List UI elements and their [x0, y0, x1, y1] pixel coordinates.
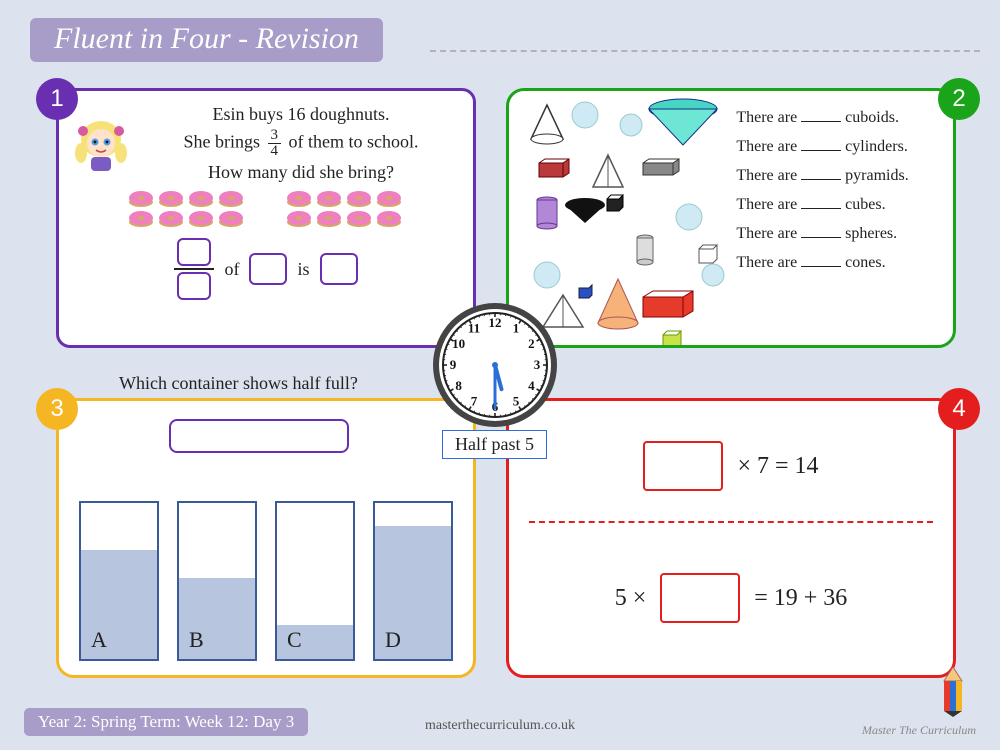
answer-row: of is [59, 238, 473, 300]
shape-count-row: There are cubes. [736, 196, 943, 214]
shape-count-row: There are cylinders. [736, 138, 943, 156]
shape-list: There are cuboids. There are cylinders. Th… [736, 91, 953, 345]
badge-3: 3 [36, 388, 78, 430]
p1-line3: How many did she bring? [139, 159, 463, 186]
p1-line1: Esin buys 16 doughnuts. [139, 101, 463, 128]
panel-4: × 7 = 14 5 × = 19 + 36 [506, 398, 956, 678]
doughnut-icon [346, 210, 372, 228]
panel-3: Which container shows half full? ABCD [56, 398, 476, 678]
doughnut-icon [346, 190, 372, 208]
shape-count-row: There are pyramids. [736, 167, 943, 185]
doughnut-icon [286, 210, 312, 228]
svg-text:12: 12 [489, 315, 502, 330]
answer-box-whole[interactable] [249, 253, 287, 285]
svg-text:1: 1 [513, 321, 520, 336]
panel-1: Esin buys 16 doughnuts. She brings 3 4 o… [56, 88, 476, 348]
clock-label: Half past 5 [442, 430, 547, 459]
shape-count-row: There are cones. [736, 254, 943, 272]
fraction: 3 4 [268, 128, 282, 159]
footer-url: masterthecurriculum.co.uk [0, 718, 1000, 734]
doughnut-icon [158, 210, 184, 228]
doughnut-icon [128, 210, 154, 228]
shape-count-row: There are spheres. [736, 225, 943, 243]
doughnut-icon [218, 210, 244, 228]
blank-input[interactable] [801, 139, 841, 151]
page-title: Fluent in Four - Revision [30, 18, 383, 62]
badge-4: 4 [938, 388, 980, 430]
blank-input[interactable] [801, 197, 841, 209]
p3-question: Which container shows half full? [119, 373, 358, 394]
doughnut-icon [316, 190, 342, 208]
doughnut-icon [316, 210, 342, 228]
clock: 123456789101112 [430, 300, 560, 430]
answer-box-result[interactable] [320, 253, 358, 285]
svg-text:8: 8 [455, 378, 462, 393]
eq1-answer-box[interactable] [643, 441, 723, 491]
blank-input[interactable] [801, 226, 841, 238]
doughnut-groups [59, 190, 473, 228]
fraction-input[interactable] [174, 238, 214, 300]
container-D[interactable]: D [373, 501, 453, 661]
svg-text:7: 7 [471, 393, 478, 408]
equation-1: × 7 = 14 [509, 441, 953, 491]
doughnut-icon [286, 190, 312, 208]
containers-row: ABCD [79, 501, 453, 661]
svg-text:2: 2 [528, 336, 535, 351]
girl-avatar [71, 115, 131, 175]
divider-dashed [529, 521, 933, 523]
container-A[interactable]: A [79, 501, 159, 661]
pencil-icon [940, 667, 966, 722]
svg-text:4: 4 [528, 378, 535, 393]
doughnut-icon [218, 190, 244, 208]
svg-text:11: 11 [468, 321, 480, 336]
container-C[interactable]: C [275, 501, 355, 661]
svg-text:3: 3 [534, 357, 541, 372]
svg-text:5: 5 [513, 393, 520, 408]
badge-2: 2 [938, 78, 980, 120]
badge-1: 1 [36, 78, 78, 120]
p3-answer-box[interactable] [169, 419, 349, 453]
eq2-answer-box[interactable] [660, 573, 740, 623]
panel-2: There are cuboids. There are cylinders. Th… [506, 88, 956, 348]
p1-line2: She brings 3 4 of them to school. [139, 128, 463, 159]
doughnut-icon [376, 210, 402, 228]
doughnut-icon [128, 190, 154, 208]
divider [430, 50, 980, 52]
blank-input[interactable] [801, 168, 841, 180]
doughnut-icon [188, 210, 214, 228]
svg-text:10: 10 [452, 336, 465, 351]
blank-input[interactable] [801, 110, 841, 122]
footer-brand: Master The Curriculum [862, 723, 976, 738]
svg-text:9: 9 [450, 357, 457, 372]
doughnut-icon [376, 190, 402, 208]
doughnut-icon [158, 190, 184, 208]
blank-input[interactable] [801, 255, 841, 267]
shape-count-row: There are cuboids. [736, 109, 943, 127]
equation-2: 5 × = 19 + 36 [509, 573, 953, 623]
doughnut-icon [188, 190, 214, 208]
container-B[interactable]: B [177, 501, 257, 661]
